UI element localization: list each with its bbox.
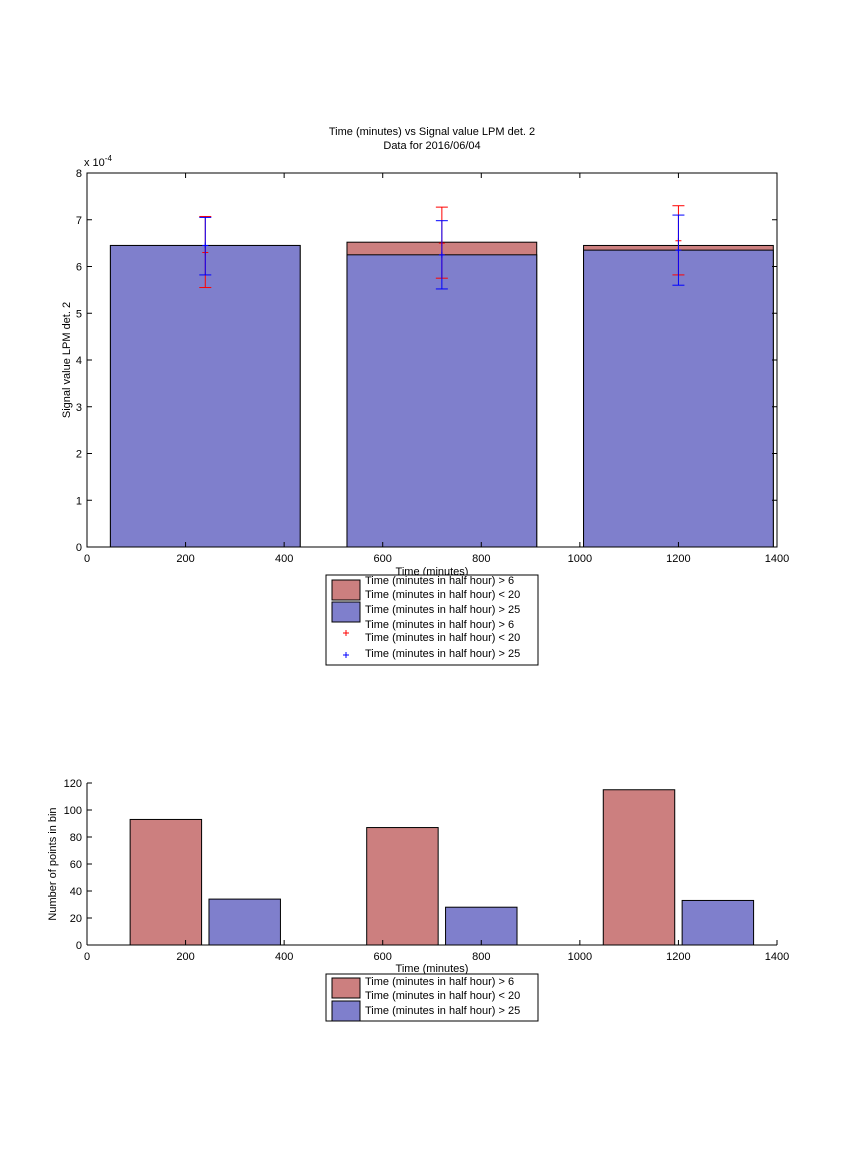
y-tick-label: 6	[76, 262, 82, 274]
x-tick-label: 800	[472, 553, 490, 565]
legend-box	[325, 574, 539, 666]
x-tick-label: 0	[84, 553, 90, 565]
y-multiplier: x 10-4	[84, 154, 112, 169]
errorbar-layer	[199, 205, 685, 290]
x-tick-label: 1000	[568, 553, 592, 565]
bar-series2	[346, 254, 538, 548]
legend-swatch	[331, 1000, 361, 1022]
tick-layer: 0 200 400 600 800 1000 1200 1400 0 1 2 3 4 5 6 7 8	[76, 168, 789, 565]
bar-series1	[129, 818, 203, 946]
x-axis-label: Time (minutes)	[396, 963, 469, 975]
legend-marker	[343, 630, 349, 636]
legend-swatch	[331, 977, 361, 999]
legend-label: Time (minutes in half hour) > 25	[365, 604, 520, 616]
y-tick-label: 0	[76, 940, 82, 952]
y-tick-label: 7	[76, 215, 82, 227]
legend-label: Time (minutes in half hour) > 25	[365, 1005, 520, 1017]
bar-series1	[602, 789, 676, 946]
errorbar-center-marker	[202, 242, 209, 249]
bar-series2	[208, 898, 281, 946]
legend-label: Time (minutes in half hour) < 20	[365, 990, 520, 1002]
bar-series2	[681, 899, 755, 946]
legend-label: Time (minutes in half hour) > 6	[365, 619, 514, 631]
x-tick-label: 800	[472, 951, 490, 963]
errorbar-series2	[435, 220, 448, 290]
errorbar-center-marker	[675, 247, 682, 254]
y-tick-label: 2	[76, 449, 82, 461]
y-tick-label: 3	[76, 402, 82, 414]
legend-box	[325, 973, 539, 1022]
x-tick-label: 1400	[765, 553, 789, 565]
y-tick-label: 20	[70, 913, 82, 925]
y-tick-label: 1	[76, 495, 82, 507]
x-tick-label: 1000	[568, 951, 592, 963]
x-tick-label: 200	[176, 553, 194, 565]
y-tick-label: 8	[76, 168, 82, 180]
legend-label: Time (minutes in half hour) > 6	[365, 575, 514, 587]
legend-label: Time (minutes in half hour) < 20	[365, 589, 520, 601]
errorbar-center-marker	[438, 251, 445, 258]
signal-chart: Time (minutes) vs Signal value LPM det. …	[61, 126, 789, 666]
bar-layer	[129, 789, 755, 946]
tick-layer: 0 200 400 600 800 1000 1200 1400 0 20 40 60 80 100 120	[64, 778, 790, 963]
y-axis-label: Signal value LPM det. 2	[61, 302, 73, 418]
chart-title: Time (minutes) vs Signal value LPM det. …	[329, 126, 535, 138]
bar-series2	[583, 249, 774, 548]
y-tick-label: 80	[70, 832, 82, 844]
chart-subtitle: Data for 2016/06/04	[383, 140, 480, 152]
y-tick-label: 5	[76, 308, 82, 320]
x-tick-label: 1200	[666, 553, 690, 565]
y-axis-label: Number of points in bin	[47, 807, 59, 920]
legend-label: Time (minutes in half hour) < 20	[365, 632, 520, 644]
x-tick-label: 1400	[765, 951, 789, 963]
legend-swatch	[331, 601, 361, 623]
errorbar-series2	[199, 216, 212, 276]
y-tick-label: 120	[64, 778, 82, 790]
bar-series1	[366, 827, 439, 946]
y-tick-label: 0	[76, 542, 82, 554]
x-tick-label: 400	[275, 951, 293, 963]
x-tick-label: 600	[374, 951, 392, 963]
x-tick-label: 200	[176, 951, 194, 963]
y-tick-label: 40	[70, 886, 82, 898]
x-tick-label: 1200	[666, 951, 690, 963]
y-tick-label: 4	[76, 355, 82, 367]
errorbar-series2	[672, 214, 685, 286]
y-tick-label: 100	[64, 805, 82, 817]
legend-swatch	[331, 579, 361, 601]
legend-marker	[343, 652, 349, 658]
legend: Time (minutes in half hour) > 6 Time (min…	[325, 973, 539, 1022]
bar-series2	[109, 244, 301, 548]
bar-layer	[109, 241, 774, 548]
x-tick-label: 0	[84, 951, 90, 963]
x-tick-label: 400	[275, 553, 293, 565]
legend-label: Time (minutes in half hour) > 6	[365, 976, 514, 988]
legend-label: Time (minutes in half hour) > 25	[365, 648, 520, 660]
x-tick-label: 600	[374, 553, 392, 565]
count-chart: 0 200 400 600 800 1000 1200 1400 0 20 40 60 80 100 120…	[47, 778, 790, 1022]
bar-series2	[445, 906, 518, 946]
y-tick-label: 60	[70, 859, 82, 871]
